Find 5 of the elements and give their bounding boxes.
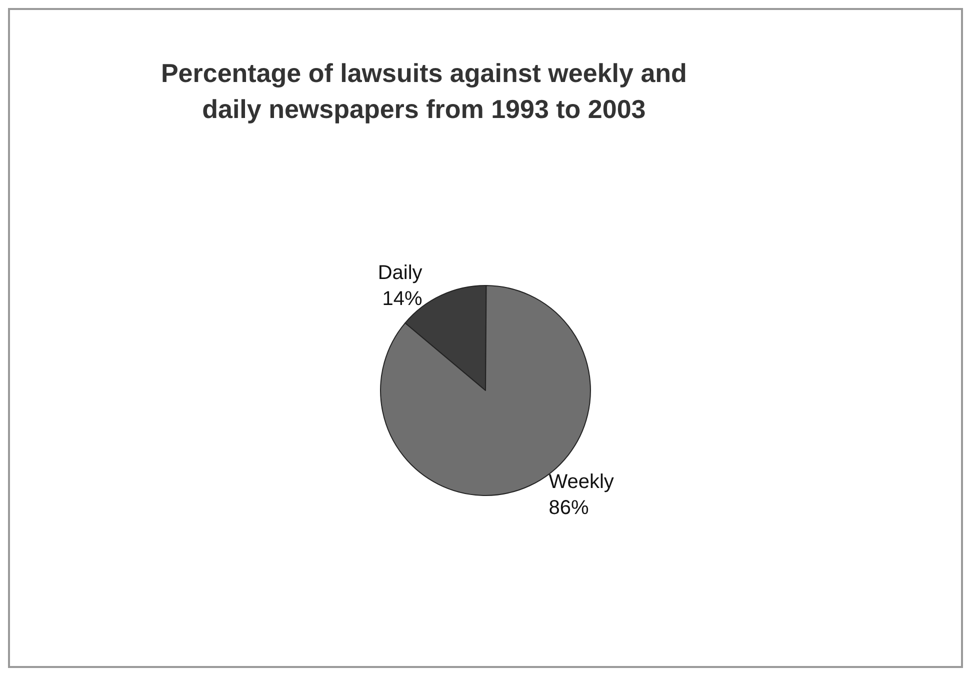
slice-label: Weekly [548,470,614,493]
slice-label: Daily [378,262,422,284]
chart-title: Percentage of lawsuits against weekly and daily newspapers from 1993 to 2003 [160,58,687,124]
data-label: 86% [548,496,589,519]
data-label: 14% [382,288,422,310]
